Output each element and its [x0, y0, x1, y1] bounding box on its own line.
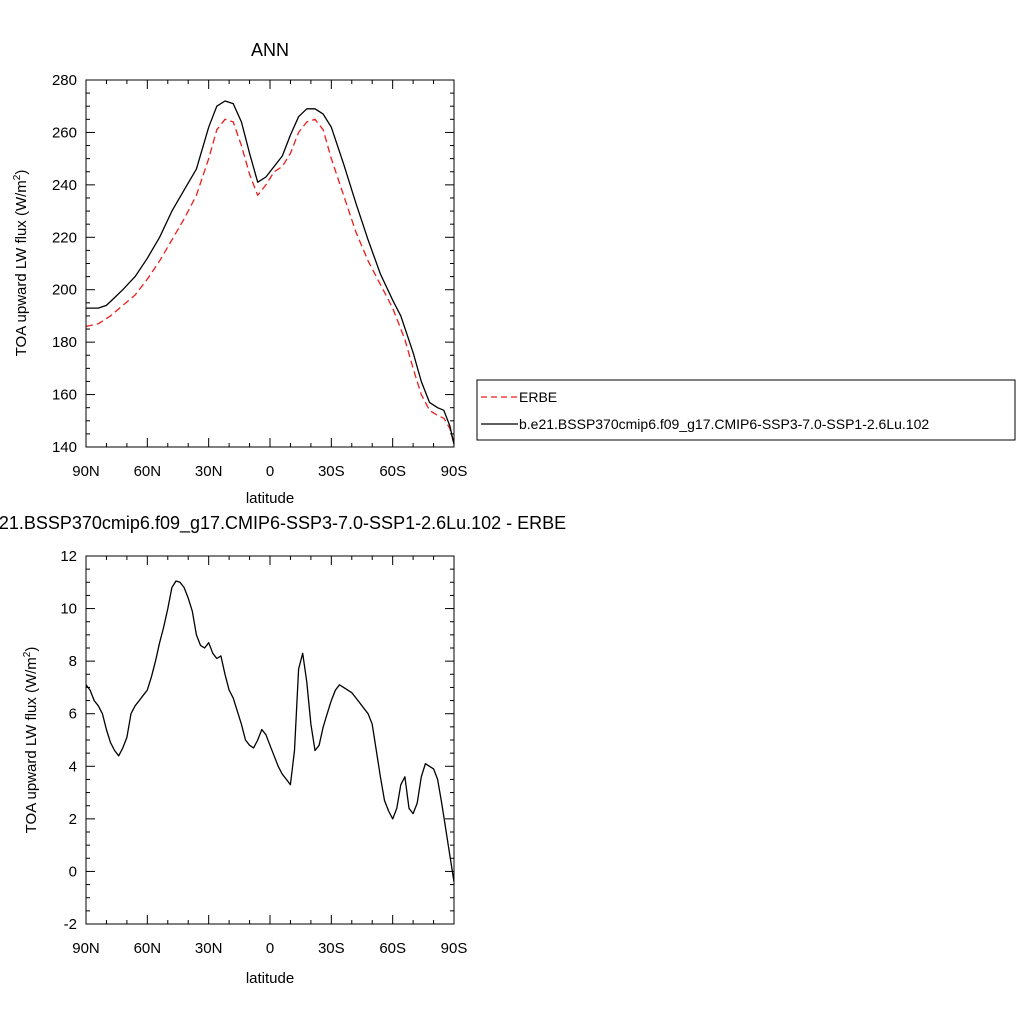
top-y-tick-label: 140 [52, 439, 77, 456]
top-x-axis-title: latitude [246, 490, 294, 507]
bottom-y-axis-title: TOA upward LW flux (W/m2) [22, 647, 40, 834]
top-series-line-0 [85, 118, 455, 445]
bottom-y-tick-label: 10 [60, 601, 77, 618]
top-series-line-1 [86, 100, 455, 445]
legend: ERBE b.e21.BSSP370cmip6.f09_g17.CMIP6-SS… [476, 379, 1016, 441]
top-y-tick-label: 160 [52, 387, 77, 404]
top-y-axis-title-sup: 2 [12, 174, 23, 180]
bottom-y-axis-title-sup: 2 [22, 651, 33, 657]
top-y-axis-title-main: TOA upward LW flux (W/m [13, 180, 30, 356]
bottom-x-tick-label: 90N [72, 940, 100, 957]
bottom-x-tick-label: 30S [318, 940, 345, 957]
bottom-x-tick-label: 0 [266, 940, 274, 957]
bottom-x-tick-label: 90S [441, 940, 468, 957]
top-plot-frame [85, 79, 455, 448]
top-plot-title: ANN [251, 40, 289, 60]
bottom-y-tick-label: 0 [69, 863, 77, 880]
bottom-series-line-0 [85, 580, 455, 883]
top-x-tick-label: 90N [72, 463, 100, 480]
legend-label-model: b.e21.BSSP370cmip6.f09_g17.CMIP6-SSP3-7.… [519, 416, 929, 432]
bottom-y-tick-label: 6 [69, 706, 77, 723]
bottom-y-axis-title-main: TOA upward LW flux (W/m [23, 657, 40, 833]
bottom-x-tick-label: 30N [195, 940, 223, 957]
bottom-y-tick-label: -2 [64, 916, 77, 933]
bottom-y-axis-title-end: ) [23, 647, 40, 652]
top-y-tick-label: 200 [52, 282, 77, 299]
top-x-tick-label: 30N [195, 463, 223, 480]
top-x-tick-label: 60N [134, 463, 162, 480]
top-panel: ANN 90N 60N 30N 0 30S 60S 90S 140 160 180 200 220 24… [12, 40, 467, 507]
top-x-tick-label: 60S [379, 463, 406, 480]
bottom-plot-frame [85, 555, 455, 925]
legend-box [476, 379, 1016, 441]
bottom-y-tick-label: 8 [69, 653, 77, 670]
bottom-y-tick-label: 12 [60, 548, 77, 565]
bottom-x-tick-label: 60S [379, 940, 406, 957]
top-y-axis-title-end: ) [13, 170, 30, 175]
bottom-y-tick-label: 4 [69, 758, 77, 775]
top-y-tick-label: 260 [52, 124, 77, 141]
legend-label-erbe: ERBE [519, 389, 557, 405]
bottom-y-tick-label: 2 [69, 811, 77, 828]
top-x-tick-label: 90S [441, 463, 468, 480]
bottom-plot-title: b.e21.BSSP370cmip6.f09_g17.CMIP6-SSP3-7.… [0, 513, 566, 534]
top-y-tick-label: 280 [52, 72, 77, 89]
bottom-panel: b.e21.BSSP370cmip6.f09_g17.CMIP6-SSP3-7.… [0, 513, 566, 987]
top-y-tick-label: 220 [52, 229, 77, 246]
top-y-tick-label: 240 [52, 177, 77, 194]
top-y-axis-title: TOA upward LW flux (W/m2) [12, 170, 30, 357]
top-x-tick-label: 30S [318, 463, 345, 480]
top-x-tick-label: 0 [266, 463, 274, 480]
bottom-plot-area: 90N 60N 30N 0 30S 60S 90S -2 0 2 4 6 8 10 12 [60, 548, 467, 957]
bottom-x-axis-title: latitude [246, 970, 294, 987]
top-plot-area: 90N 60N 30N 0 30S 60S 90S 140 160 180 200 220 240 260… [52, 72, 467, 480]
top-y-tick-label: 180 [52, 334, 77, 351]
bottom-x-tick-label: 60N [134, 940, 162, 957]
